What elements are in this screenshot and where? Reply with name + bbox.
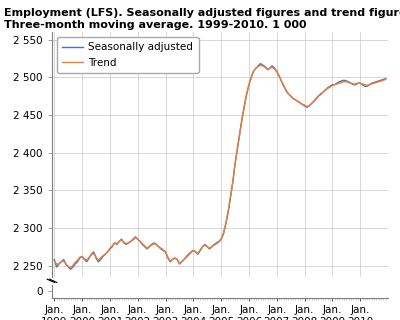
Seasonally adjusted [78,256,82,260]
Trend [383,77,388,81]
Line: Trend: Trend [54,65,386,268]
Seasonally adjusted [383,77,388,81]
Seasonally adjusted [52,258,57,261]
Trend [293,98,298,102]
Trend [156,245,161,249]
Trend [323,88,328,92]
Seasonally adjusted [156,245,161,249]
Seasonally adjusted [328,84,332,88]
Legend: Seasonally adjusted, Trend: Seasonally adjusted, Trend [57,37,198,73]
Trend [68,266,73,270]
Seasonally adjusted [293,98,298,102]
Seasonally adjusted [323,88,328,92]
Seasonally adjusted [103,252,108,256]
Text: Employment (LFS). Seasonally adjusted figures and trend figures.
Three-month mov: Employment (LFS). Seasonally adjusted fi… [4,8,400,30]
Trend [103,252,108,256]
Trend [328,85,332,89]
Trend [52,259,57,263]
Seasonally adjusted [68,267,73,271]
Trend [78,255,82,259]
Trend [258,63,263,67]
Line: Seasonally adjusted: Seasonally adjusted [54,64,386,269]
Seasonally adjusted [258,62,263,66]
